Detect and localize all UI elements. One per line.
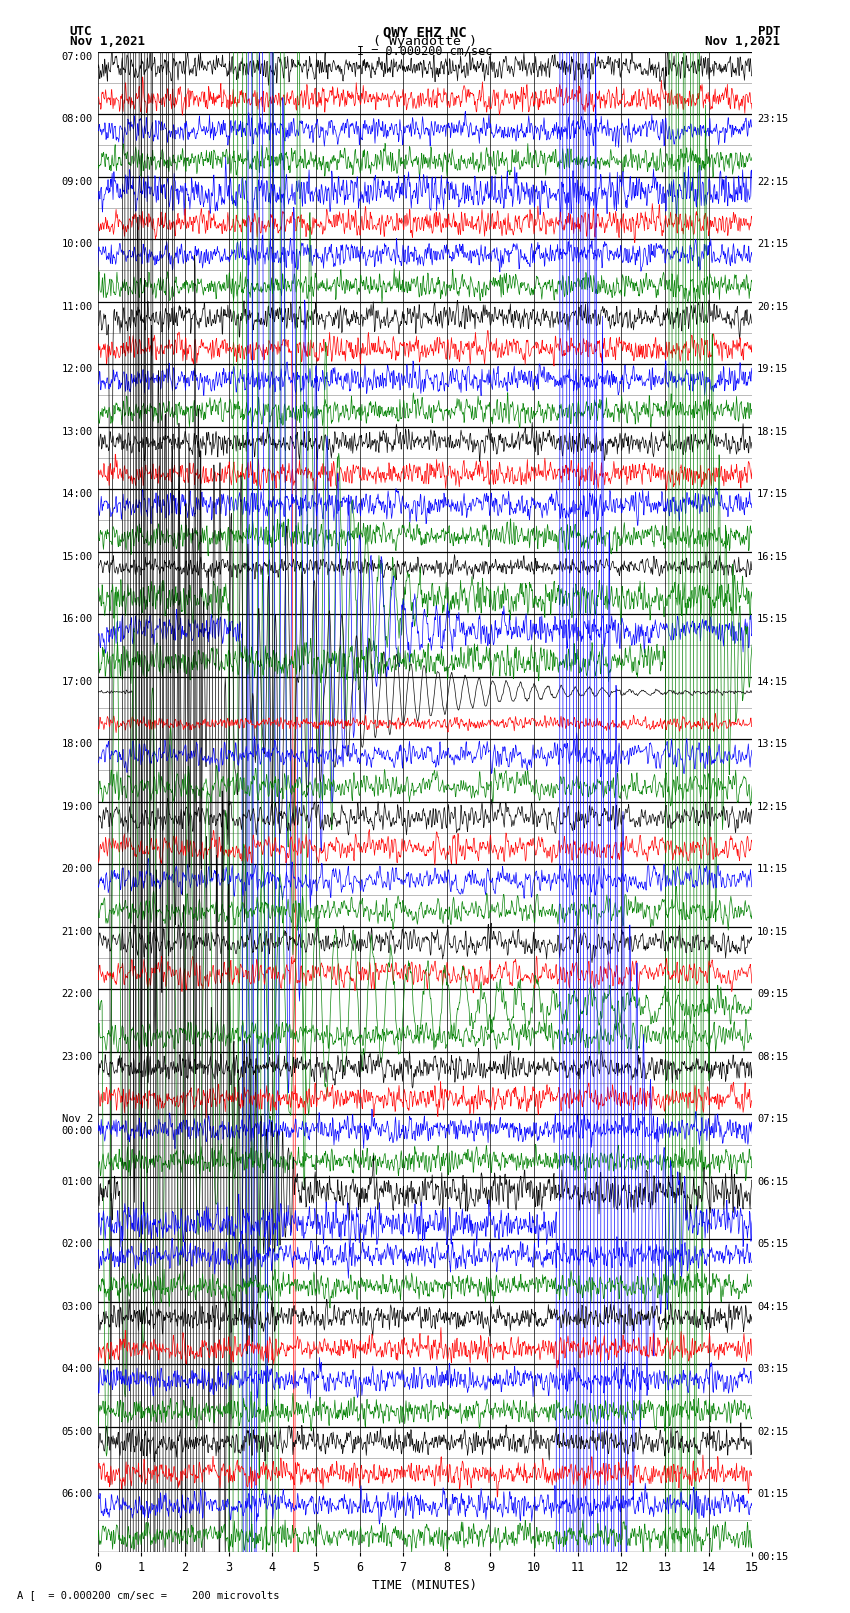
Text: Nov 1,2021: Nov 1,2021 [706,35,780,48]
Text: A [  = 0.000200 cm/sec =    200 microvolts: A [ = 0.000200 cm/sec = 200 microvolts [17,1590,280,1600]
Text: QWY EHZ NC: QWY EHZ NC [383,24,467,39]
X-axis label: TIME (MINUTES): TIME (MINUTES) [372,1579,478,1592]
Text: PDT: PDT [758,24,780,39]
Text: Nov 1,2021: Nov 1,2021 [70,35,144,48]
Text: I = 0.000200 cm/sec: I = 0.000200 cm/sec [357,44,493,58]
Text: ( Wyandotte ): ( Wyandotte ) [373,35,477,48]
Text: UTC: UTC [70,24,92,39]
